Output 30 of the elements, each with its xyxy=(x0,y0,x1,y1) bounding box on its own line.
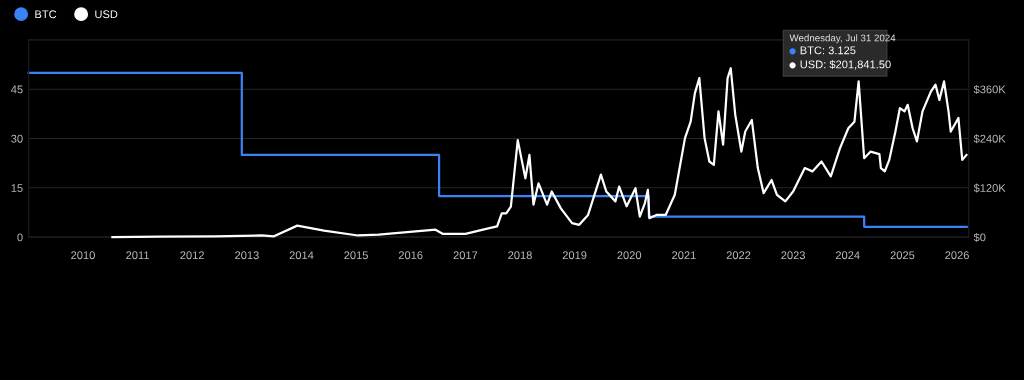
x-tick-label: 2020 xyxy=(617,251,642,260)
x-tick-label: 2016 xyxy=(398,251,423,260)
x-tick-label: 2012 xyxy=(180,251,204,260)
y-tick-label: 30 xyxy=(11,134,23,143)
y2-tick-label: $120K xyxy=(973,183,1006,193)
x-tick-label: 2010 xyxy=(71,251,95,260)
x-tick-label: 2013 xyxy=(235,251,259,260)
x-tick-label: 2017 xyxy=(453,251,478,260)
legend-label: USD xyxy=(95,10,118,19)
x-tick-label: 2026 xyxy=(945,251,969,260)
y-tick-label: 45 xyxy=(11,85,23,94)
x-tick-label: 2015 xyxy=(344,251,368,260)
legend-label: BTC xyxy=(35,10,57,19)
annotation: Wednesday, Jul 31 2024 xyxy=(789,34,896,44)
y-tick-label: 0 xyxy=(17,233,23,242)
y2-tick-label: $0 xyxy=(973,232,986,242)
x-tick-label: 2018 xyxy=(508,251,532,260)
x-tick-label: 2021 xyxy=(672,251,696,260)
annotation: USD: $201,841.50 xyxy=(800,60,891,70)
x-tick-label: 2022 xyxy=(726,251,751,260)
x-tick-label: 2024 xyxy=(835,251,860,260)
annotation: BTC: 3.125 xyxy=(800,46,856,55)
x-tick-label: 2019 xyxy=(562,251,587,260)
x-tick-label: 2011 xyxy=(126,251,149,260)
y2-tick-label: $240K xyxy=(973,134,1006,144)
x-tick-label: 2025 xyxy=(890,251,915,260)
y2-tick-label: $360K xyxy=(973,85,1006,94)
x-tick-label: 2023 xyxy=(781,251,805,260)
x-tick-label: 2014 xyxy=(289,251,314,260)
y-tick-label: 15 xyxy=(11,184,23,192)
